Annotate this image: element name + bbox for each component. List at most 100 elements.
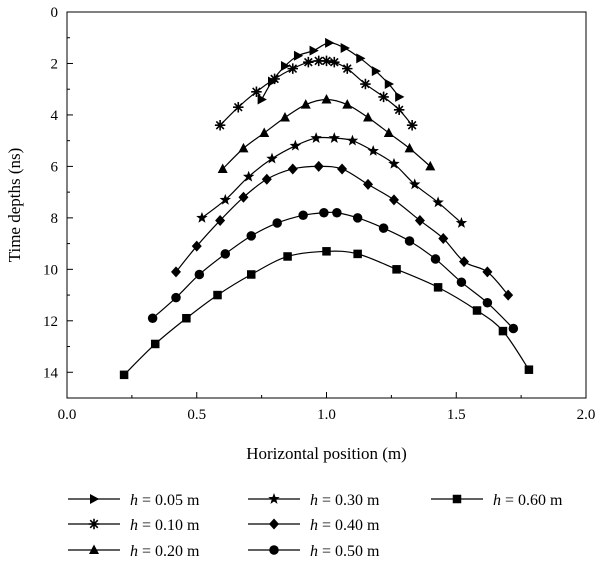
data-point: [353, 249, 362, 259]
data-point: [322, 247, 331, 256]
legend-label: h = 0.30 m: [310, 492, 380, 509]
data-point: [272, 218, 282, 228]
legend-label: h = 0.05 m: [130, 492, 200, 509]
data-point: [191, 240, 202, 252]
legend-item: h = 0.60 m: [431, 492, 563, 509]
y-tick-label: 6: [51, 159, 59, 175]
data-point: [425, 160, 436, 171]
data-point: [287, 163, 298, 175]
data-point: [119, 370, 129, 380]
legend-item: h = 0.10 m: [68, 517, 200, 534]
legend-marker: [268, 493, 280, 504]
data-point: [503, 289, 514, 301]
legend-label: h = 0.40 m: [310, 517, 380, 534]
data-point: [378, 91, 389, 103]
legend-marker: [90, 494, 100, 504]
legend-marker: [269, 518, 279, 530]
x-tick-label: 0.0: [58, 407, 77, 423]
legend-item: h = 0.40 m: [248, 517, 380, 534]
data-point: [438, 232, 449, 244]
data-point: [321, 93, 332, 104]
data-point: [482, 298, 493, 308]
plot-area: [66, 11, 587, 399]
data-point: [455, 217, 468, 228]
legend-marker: [452, 494, 462, 504]
data-point: [456, 277, 467, 287]
data-point: [409, 178, 421, 190]
y-tick-label: 4: [51, 108, 59, 124]
data-point: [388, 194, 399, 206]
data-point: [392, 265, 401, 274]
data-point: [325, 37, 335, 48]
x-axis-title: Horizontal position (m): [246, 444, 407, 463]
series-4: [170, 160, 514, 301]
legend-marker: [88, 518, 100, 530]
data-point: [406, 119, 418, 131]
data-point: [303, 56, 314, 68]
data-point: [432, 196, 444, 208]
legend-label: h = 0.60 m: [493, 492, 563, 509]
y-tick-label: 10: [43, 262, 58, 278]
data-point: [371, 66, 382, 77]
data-point: [257, 94, 267, 105]
data-point: [279, 112, 290, 122]
data-point: [346, 134, 359, 146]
data-point: [266, 152, 278, 164]
data-point: [340, 43, 350, 54]
data-point: [283, 252, 292, 261]
data-point: [313, 160, 324, 172]
legend-item: h = 0.30 m: [248, 492, 380, 509]
data-point: [246, 231, 256, 241]
data-point: [171, 292, 181, 303]
data-point: [319, 207, 329, 218]
data-point: [269, 73, 280, 85]
data-point: [147, 313, 158, 323]
data-point: [433, 283, 443, 292]
data-point: [242, 170, 255, 182]
data-point: [217, 163, 228, 173]
x-tick-label: 0.5: [187, 407, 206, 423]
data-point: [287, 63, 299, 74]
data-point: [378, 223, 389, 233]
series-3: [196, 132, 468, 228]
data-point: [233, 101, 244, 113]
series-0: [257, 37, 405, 105]
data-point: [414, 214, 425, 226]
data-point: [170, 266, 181, 278]
legend: h = 0.05 m h = 0.10 m h = 0.20 m h = 0.30 m…: [68, 492, 563, 560]
data-point: [289, 139, 302, 151]
series-line: [175, 165, 509, 296]
x-tick-label: 2.0: [577, 407, 596, 423]
data-point: [337, 163, 348, 175]
data-point: [393, 104, 405, 116]
legend-item: h = 0.50 m: [248, 543, 380, 560]
data-point: [524, 365, 534, 374]
data-point: [342, 63, 353, 74]
data-point: [404, 236, 415, 246]
data-point: [196, 211, 208, 223]
data-point: [194, 269, 205, 280]
data-point: [261, 173, 272, 185]
data-point: [367, 144, 379, 156]
x-tick-label: 1.0: [317, 407, 336, 423]
plot-frame: [66, 11, 587, 399]
data-point: [482, 266, 493, 278]
data-point: [342, 99, 353, 109]
data-point: [508, 323, 519, 334]
series-line: [123, 250, 530, 376]
legend-item: h = 0.20 m: [68, 543, 200, 560]
data-point: [150, 339, 160, 349]
series-5: [147, 207, 519, 334]
legend-label: h = 0.20 m: [130, 543, 200, 560]
y-tick-label: 0: [51, 5, 59, 21]
data-point: [388, 157, 400, 169]
series-layer: [119, 37, 534, 380]
data-point: [404, 142, 415, 153]
y-tick-label: 12: [43, 314, 58, 330]
data-point: [293, 50, 304, 61]
x-tick-label: 1.5: [447, 407, 466, 423]
data-point: [298, 210, 308, 221]
series-line: [152, 211, 514, 329]
data-point: [363, 112, 374, 122]
